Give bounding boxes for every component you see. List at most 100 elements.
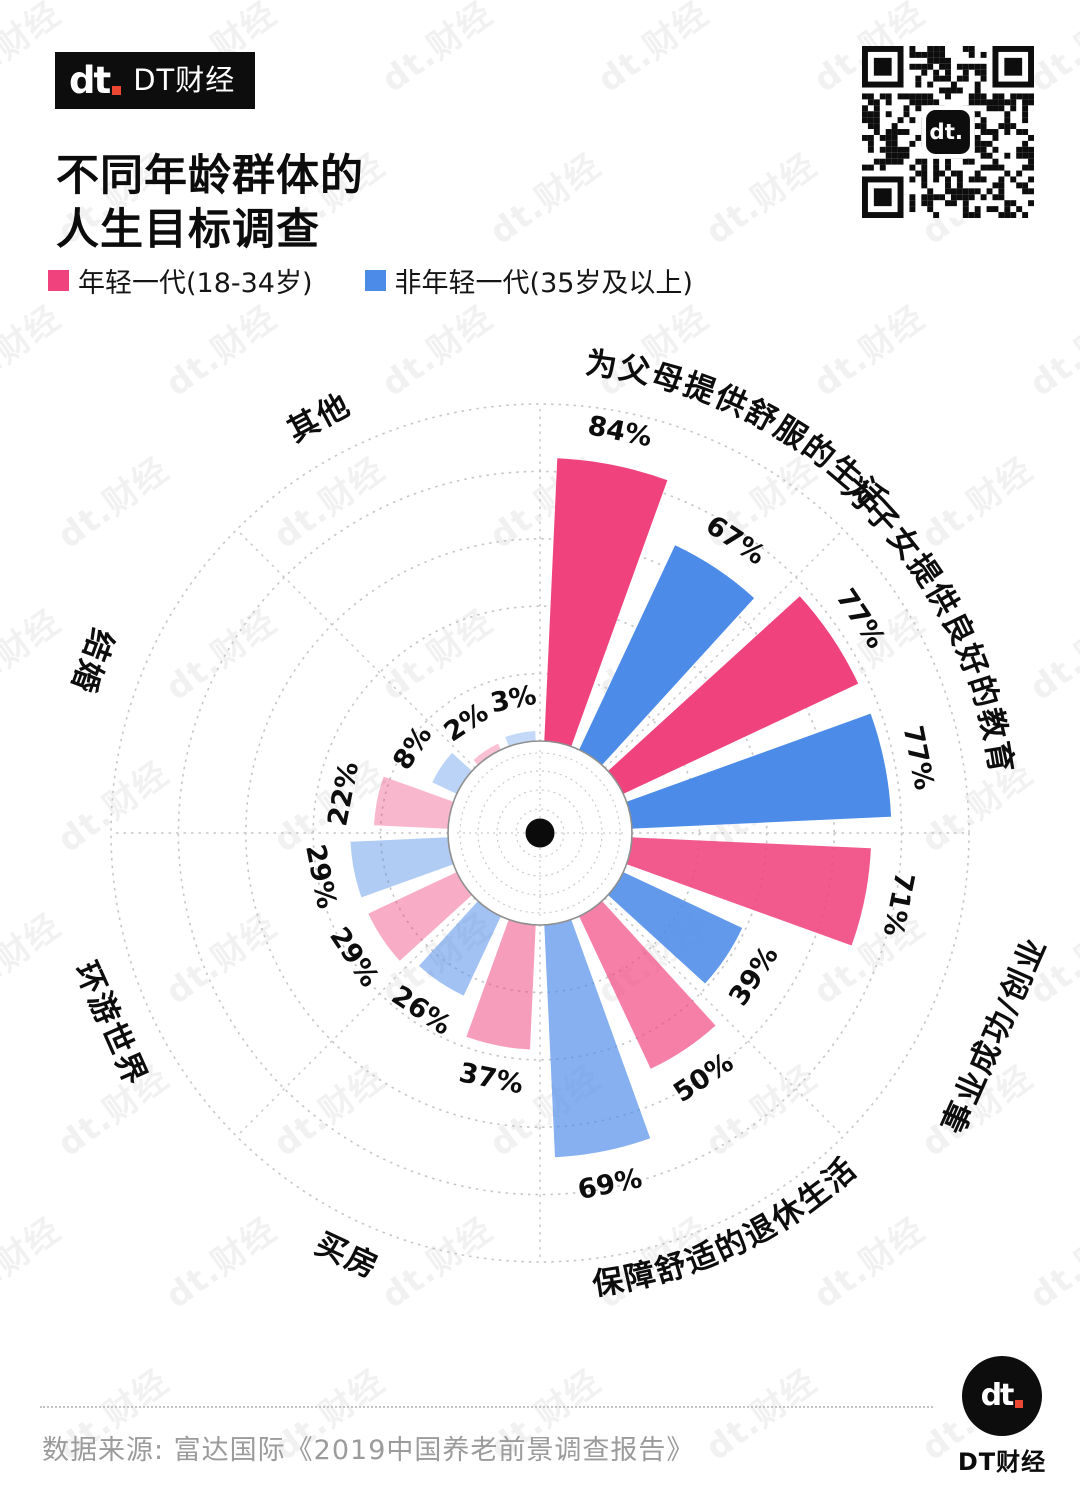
- qr-module: [939, 87, 946, 94]
- footer-dt-logo-icon: dt: [981, 1381, 1024, 1411]
- qr-module: [945, 176, 951, 183]
- qr-module: [956, 75, 963, 82]
- data-source: 数据来源: 富达国际《2019中国养老前景调查报告》: [42, 1435, 695, 1466]
- qr-module: [962, 63, 969, 70]
- qr-module: [1004, 117, 1011, 124]
- qr-module: [933, 99, 940, 106]
- qr-module: [986, 152, 993, 159]
- legend-label-young: 年轻一代(18-34岁): [78, 268, 313, 299]
- qr-module: [873, 123, 880, 130]
- qr-module: [1004, 170, 1011, 177]
- qr-module: [909, 99, 916, 106]
- value-label: 77%: [830, 583, 892, 654]
- bar-young-7: [473, 743, 501, 765]
- footer-dt-logo-text: dt: [980, 1378, 1015, 1413]
- qr-module: [998, 99, 1005, 106]
- qr-module: [980, 93, 987, 100]
- qr-module: [968, 188, 975, 195]
- qr-module: [1022, 129, 1029, 135]
- qr-module: [915, 170, 922, 177]
- qr-module: [962, 75, 969, 82]
- qr-module: [867, 99, 874, 106]
- qr-module: [998, 105, 1005, 112]
- qr-module: [1022, 146, 1029, 153]
- qr-module: [1016, 182, 1023, 189]
- qr-module: [885, 99, 892, 106]
- hub-ring: [496, 789, 584, 877]
- qr-module: [939, 170, 946, 177]
- bar-nonyoung-2: [608, 872, 743, 984]
- qr-module: [885, 111, 892, 118]
- qr-module: [915, 63, 922, 70]
- qr-module: [873, 129, 880, 135]
- qr-module: [933, 75, 940, 82]
- qr-module: [879, 134, 886, 141]
- qr-module: [962, 69, 969, 76]
- qr-module: [897, 158, 904, 165]
- hub-ring: [515, 808, 565, 858]
- qr-module: [939, 75, 946, 82]
- qr-module: [992, 105, 999, 112]
- qr-module: [862, 105, 868, 112]
- qr-module: [992, 99, 999, 106]
- qr-module: [915, 105, 922, 112]
- qr-module: [927, 81, 934, 88]
- qr-module: [945, 75, 951, 82]
- footer-divider: [40, 1406, 933, 1408]
- qr-module: [980, 176, 987, 183]
- qr-module: [992, 164, 999, 171]
- qr-module: [1004, 152, 1011, 159]
- qr-module: [950, 87, 957, 94]
- qr-module: [873, 188, 892, 207]
- qr-module: [933, 212, 940, 218]
- qr-module: [992, 194, 999, 201]
- qr-module: [1022, 152, 1029, 159]
- qr-module: [1022, 182, 1029, 189]
- qr-module: [980, 75, 987, 82]
- qr-module: [986, 129, 993, 135]
- qr-module: [891, 140, 898, 147]
- qr-module: [1028, 152, 1034, 159]
- category-label-6: 结婚: [64, 624, 120, 698]
- qr-module: [897, 93, 904, 100]
- qr-module: [921, 194, 928, 201]
- qr-module: [927, 57, 934, 64]
- qr-module: [867, 164, 874, 171]
- legend-item-nonyoung: 非年轻一代(35岁及以上): [364, 261, 693, 300]
- dt-logo-text: dt: [69, 59, 111, 102]
- hub-ring: [477, 770, 603, 896]
- qr-module: [927, 194, 934, 201]
- qr-module: [921, 69, 928, 76]
- qr-module: [1016, 152, 1023, 159]
- qr-module: [974, 212, 981, 218]
- value-label: 71%: [877, 870, 920, 939]
- qr-module: [885, 158, 892, 165]
- qr-module: [968, 158, 975, 165]
- qr-module: [873, 105, 880, 112]
- bar-young-1: [608, 596, 859, 794]
- qr-module: [968, 46, 975, 52]
- qr-module: [962, 158, 969, 165]
- bar-nonyoung-4: [419, 901, 501, 996]
- qr-module: [1028, 99, 1034, 106]
- qr-module: [909, 51, 916, 58]
- qr-module: [873, 99, 880, 106]
- qr-module: [903, 152, 910, 159]
- qr-module: [867, 140, 874, 147]
- qr-module: [873, 158, 880, 165]
- qr-module: [980, 194, 987, 201]
- qr-module: [921, 164, 928, 171]
- qr-module: [998, 182, 1005, 189]
- qr-module: [879, 158, 886, 165]
- qr-module: [992, 158, 999, 165]
- qr-module: [879, 146, 886, 153]
- qr-module: [862, 134, 868, 141]
- qr-module: [909, 46, 916, 52]
- qr-module: [1028, 188, 1034, 195]
- qr-module: [980, 51, 987, 58]
- qr-module: [986, 206, 993, 213]
- qr-module: [903, 111, 910, 118]
- value-label: 8%: [387, 720, 438, 775]
- qr-module: [1028, 200, 1034, 207]
